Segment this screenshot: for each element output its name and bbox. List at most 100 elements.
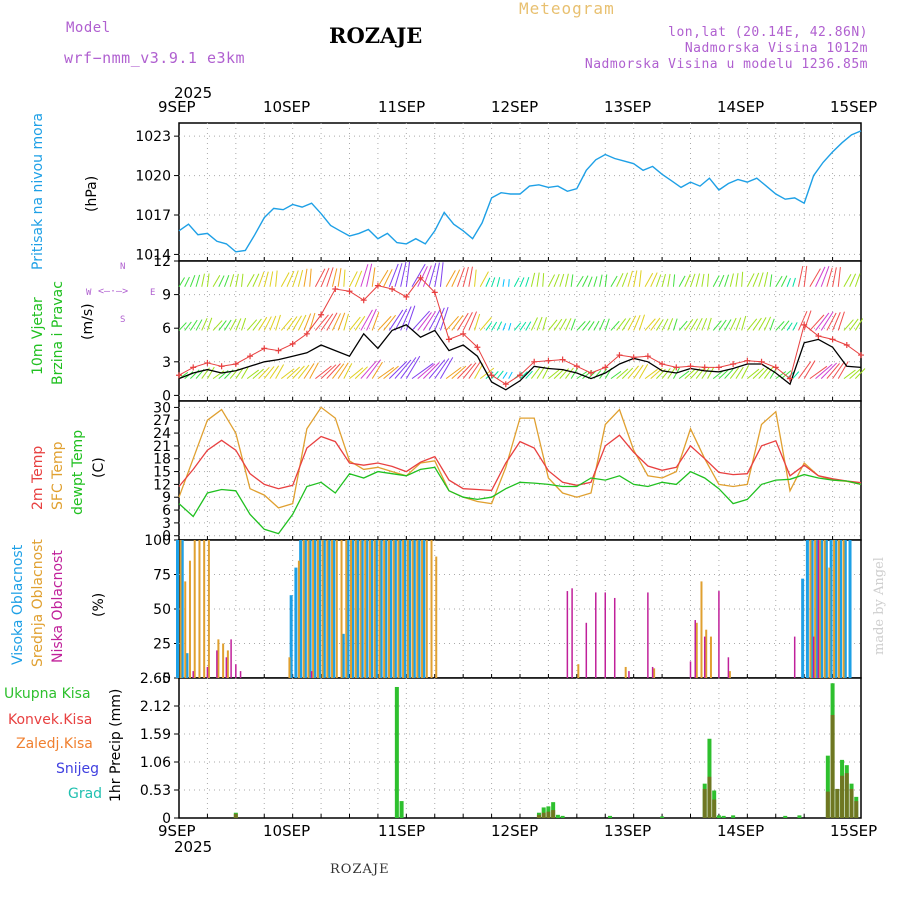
gust-marker [332, 286, 339, 292]
cloud-bar-high [313, 540, 317, 678]
wind-arrow [309, 312, 316, 331]
wind-arrow [786, 278, 791, 287]
cloud-bar-mid [378, 540, 381, 678]
wind-arrow [491, 321, 498, 331]
wind-dir-s: S [120, 315, 126, 325]
wind-arrow [599, 318, 606, 331]
wind-arrow [621, 367, 634, 379]
wind-arrow [536, 316, 543, 331]
cloud-bar-high [332, 540, 336, 678]
cloud-bar-mid [383, 540, 386, 678]
meteogram-title: Meteogram [519, 0, 615, 18]
wind-arrow [485, 322, 493, 331]
wind-arrow [690, 318, 698, 331]
wind-arrow [297, 314, 307, 331]
wind-arrow [371, 311, 380, 331]
cloud-bar-high [843, 540, 847, 678]
cloud-bar-low [206, 666, 209, 678]
wind-arrow [422, 265, 432, 287]
wind-arrow [508, 323, 512, 331]
wind-arrow [445, 270, 456, 288]
wind-arrow [315, 365, 332, 379]
wind-arrow [758, 317, 767, 331]
wind-arrow [343, 363, 353, 379]
cloud-bar-mid [359, 540, 362, 678]
wind-arrow [320, 267, 330, 287]
cloud-bar-mid [435, 556, 438, 678]
wind-arrow [644, 368, 658, 380]
cloud-bar-low [585, 622, 588, 678]
cloud-bar-mid [842, 540, 845, 678]
wind-arrow [826, 267, 833, 287]
gust-marker [715, 364, 722, 371]
wind-arrow [280, 272, 290, 287]
wind-arrow [474, 313, 481, 331]
wind-arrow [809, 365, 828, 380]
wind-title: 10m Vjetar [30, 297, 46, 375]
wind-arrow [519, 371, 528, 379]
wind-arrow [343, 313, 349, 331]
y-tick-label: 15 [153, 465, 171, 481]
wind-arrow [485, 277, 491, 287]
wind-arrow [405, 261, 411, 287]
y-tick-label: 1023 [135, 129, 171, 145]
y-tick-label: 3 [162, 355, 171, 371]
wind-arrow [377, 315, 392, 331]
y-tick-label: 1.06 [140, 755, 171, 771]
wind-arrow [439, 262, 444, 287]
wind-arrow [797, 266, 804, 287]
wind-arrow [439, 306, 449, 331]
gust-marker [389, 286, 396, 292]
wind-arrow [542, 273, 545, 287]
wind-arrow [763, 272, 769, 287]
wind-arrow [326, 363, 341, 379]
legend-freezing-rain: Zaledj.Kisa [16, 736, 93, 752]
wind-arrow [326, 312, 338, 331]
wind-arrow [417, 363, 436, 379]
y-tick-label: 12 [153, 254, 171, 270]
wind-arrow [809, 268, 821, 288]
cloud-bar-mid [411, 540, 414, 678]
wind-arrow [650, 272, 658, 287]
wind-arrow [775, 321, 785, 331]
y-tick-label: 1020 [135, 169, 171, 185]
precip-total-bar [394, 686, 399, 818]
y-tick-label: 0.53 [140, 783, 171, 799]
precip-total-bar [797, 815, 802, 818]
wind-arrow [593, 320, 600, 331]
precip-total-bar [607, 815, 612, 818]
wind-arrow [258, 366, 270, 379]
gust-marker [772, 364, 779, 371]
cloud-bar-mid [402, 540, 405, 678]
cloud-bar-mid [833, 540, 836, 678]
wind-arrow [843, 274, 852, 288]
wind-arrow [354, 315, 366, 331]
cloud-bar-low [689, 661, 692, 678]
cloud-bar-high [379, 540, 383, 678]
gust-marker [232, 361, 239, 368]
legend-convective-rain: Konvek.Kisa [8, 712, 93, 728]
cloud-bar-mid [387, 540, 390, 678]
wind-arrow [195, 274, 201, 287]
wind-arrow [417, 266, 428, 287]
wind-arrow [820, 311, 834, 331]
wind-arrow [854, 368, 866, 379]
wind-arrow [809, 314, 825, 331]
cloud-bar-low [604, 592, 606, 678]
wind-arrow [468, 311, 478, 331]
precip-total-bar [721, 815, 726, 818]
cloud-bar-high [398, 540, 402, 678]
cloud-bar-low [225, 657, 228, 678]
cloud-bar-low [571, 588, 573, 678]
wind-arrow [320, 313, 334, 331]
y-tick-label: 3 [162, 516, 171, 532]
wind-arrow [371, 361, 383, 379]
wind-arrow [218, 275, 225, 287]
wind-arrow [184, 321, 192, 331]
wind-dir-w: W [86, 288, 92, 298]
wind-arrow [587, 321, 595, 331]
wind-arrow [644, 272, 654, 288]
wind-arrow [263, 271, 269, 287]
cloud-bar-high [299, 540, 303, 678]
high-cloud-title: Visoka Oblacnost [10, 544, 26, 665]
